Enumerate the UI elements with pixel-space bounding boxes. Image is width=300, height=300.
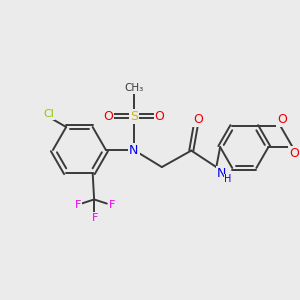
Text: H: H bbox=[224, 174, 232, 184]
Text: N: N bbox=[217, 167, 226, 180]
Text: O: O bbox=[103, 110, 113, 123]
Text: N: N bbox=[129, 143, 139, 157]
Text: F: F bbox=[109, 200, 115, 210]
Text: Cl: Cl bbox=[43, 109, 54, 119]
Text: F: F bbox=[75, 200, 81, 210]
Text: S: S bbox=[130, 110, 138, 123]
Text: O: O bbox=[193, 112, 203, 126]
Text: F: F bbox=[92, 213, 98, 223]
Text: O: O bbox=[289, 147, 299, 160]
Text: O: O bbox=[154, 110, 164, 123]
Text: O: O bbox=[277, 113, 287, 126]
Text: CH₃: CH₃ bbox=[124, 83, 143, 93]
